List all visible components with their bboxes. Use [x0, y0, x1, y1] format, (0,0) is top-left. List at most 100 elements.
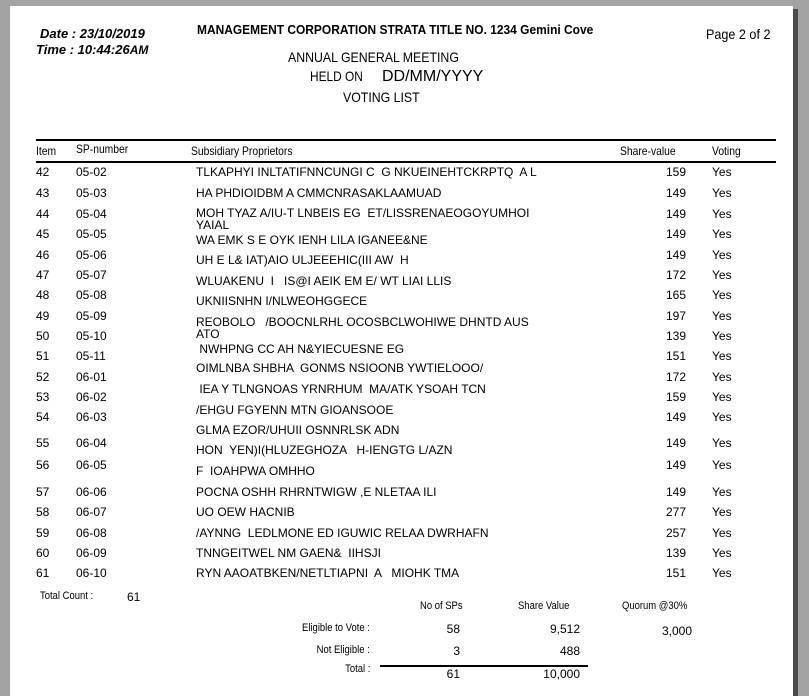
summary-header-sps: No of SPs	[420, 600, 470, 612]
cell-item: 54	[36, 410, 50, 424]
eligible-label-text: Eligible to Vote :	[302, 622, 370, 634]
column-header-text: Subsidiary Proprietors	[191, 144, 293, 158]
cell-proprietor: WA EMK S E OYK IENH LILA IGANEE&NE	[196, 233, 428, 247]
cell-share-value: 149	[665, 186, 686, 200]
cell-voting: Yes	[712, 436, 732, 450]
total-sps: 61	[446, 667, 460, 681]
table-header-rule	[36, 161, 776, 163]
page-info-text: Page 2 of 2	[706, 26, 771, 42]
cell-share-value: 172	[665, 370, 686, 384]
cell-proprietor: OIMLNBA SHBHA GONMS NSIOONB YWTIELOOO/	[196, 361, 484, 375]
cell-voting: Yes	[712, 546, 732, 560]
total-label-text: Total :	[344, 663, 370, 675]
cell-voting: Yes	[712, 485, 732, 499]
cell-proprietor: F IOAHPWA OMHHO	[196, 464, 315, 478]
cell-share-value: 172	[665, 268, 686, 282]
cell-voting: Yes	[712, 207, 732, 221]
cell-sp-number: 05-07	[76, 268, 107, 282]
cell-sp-number: 06-06	[76, 485, 107, 499]
cell-sp-number: 06-01	[76, 370, 107, 384]
cell-share-value: 197	[665, 309, 686, 323]
cell-item: 52	[36, 370, 50, 384]
cell-sp-number: 05-09	[76, 309, 107, 323]
cell-share-value: 165	[665, 288, 686, 302]
corporation-title-text: MANAGEMENT CORPORATION STRATA TITLE NO. …	[197, 22, 594, 37]
meeting-title-text: ANNUAL GENERAL MEETING	[288, 49, 459, 65]
eligible-share: 9,512	[549, 622, 580, 636]
not-eligible-label: Not Eligible :	[210, 644, 370, 656]
cell-sp-number: 05-04	[76, 207, 107, 221]
cell-proprietor: GLMA EZOR/UHUII OSNNRLSK ADN	[196, 423, 400, 437]
cell-proprietor: HA PHDIOIDBM A CMMCNRASAKLAAMUAD	[196, 186, 442, 200]
cell-item: 55	[36, 436, 50, 450]
report-time: Time : 10:44:26AM	[36, 42, 148, 57]
cell-sp-number: 05-10	[76, 329, 107, 343]
table-top-rule	[36, 139, 776, 141]
cell-share-value: 257	[665, 526, 686, 540]
cell-voting: Yes	[712, 349, 732, 363]
cell-proprietor: /AYNNG LEDLMONE ED IGUWIC RELAA DWRHAFN	[196, 526, 489, 540]
cell-share-value: 149	[665, 485, 686, 499]
cell-sp-number: 05-06	[76, 248, 107, 262]
cell-sp-number: 06-02	[76, 390, 107, 404]
cell-share-value: 277	[665, 505, 686, 519]
cell-share-value: 159	[665, 390, 686, 404]
cell-item: 60	[36, 546, 50, 560]
voting-list-title-text: VOTING LIST	[343, 89, 420, 105]
time-value: Time : 10:44:26	[36, 42, 130, 57]
cell-item: 61	[36, 566, 50, 580]
total-rule	[380, 665, 588, 667]
not-eligible-share: 488	[559, 644, 580, 658]
cell-item: 57	[36, 485, 50, 499]
cell-share-value: 139	[665, 329, 686, 343]
column-header-text: Voting	[712, 144, 741, 158]
cell-sp-number: 05-05	[76, 227, 107, 241]
cell-voting: Yes	[712, 268, 732, 282]
cell-share-value: 159	[665, 165, 686, 179]
cell-voting: Yes	[712, 186, 732, 200]
cell-item: 53	[36, 390, 50, 404]
not-eligible-label-text: Not Eligible :	[316, 644, 370, 656]
summary-header-text: Share Value	[518, 600, 570, 612]
total-count-label-text: Total Count :	[40, 590, 94, 602]
cell-sp-number: 05-02	[76, 165, 107, 179]
report-date: Date : 23/10/2019	[40, 26, 145, 41]
cell-share-value: 149	[665, 458, 686, 472]
held-on-date: DD/MM/YYYY	[382, 68, 484, 85]
cell-proprietor: /EHGU FGYENN MTN GIOANSOOE	[196, 403, 394, 417]
cell-item: 58	[36, 505, 50, 519]
column-header-sp-number: SP-number	[76, 142, 137, 156]
cell-voting: Yes	[712, 390, 732, 404]
cell-sp-number: 06-10	[76, 566, 107, 580]
cell-item: 45	[36, 227, 50, 241]
cell-proprietor: MOH TYAZ A/IU-T LNBEIS EG ET/LISSRENAEOG…	[196, 206, 530, 220]
cell-share-value: 149	[665, 248, 686, 262]
column-header-proprietors: Subsidiary Proprietors	[191, 144, 309, 158]
page-info: Page 2 of 2	[706, 26, 778, 42]
cell-voting: Yes	[712, 410, 732, 424]
cell-item: 49	[36, 309, 50, 323]
summary-header-text: Quorum @30%	[622, 600, 688, 612]
cell-proprietor: RYN AAOATBKEN/NETLTIAPNI A MIOHK TMA	[196, 566, 460, 580]
cell-proprietor: UO OEW HACNIB	[196, 505, 295, 519]
cell-proprietor: TNNGEITWEL NM GAEN& IIHSJI	[196, 546, 381, 560]
cell-proprietor: NWHPNG CC AH N&YIECUESNE EG	[196, 342, 405, 356]
corporation-title: MANAGEMENT CORPORATION STRATA TITLE NO. …	[197, 22, 628, 37]
column-header-voting: Voting	[712, 144, 745, 158]
cell-proprietor: UH E L& IAT)AIO ULJEEEHIC(III AW H	[196, 253, 409, 267]
cell-proprietor: IEA Y TLNGNOAS YRNRHUM MA/ATK YSOAH TCN	[196, 382, 486, 396]
cell-sp-number: 05-11	[76, 349, 106, 363]
not-eligible-sps: 3	[453, 644, 460, 658]
cell-share-value: 149	[665, 227, 686, 241]
cell-sp-number: 06-04	[76, 436, 107, 450]
cell-item: 43	[36, 186, 50, 200]
cell-sp-number: 05-03	[76, 186, 107, 200]
cell-proprietor: WLUAKENU I IS@I AEIK EM E/ WT LIAI LLIS	[196, 274, 452, 288]
cell-voting: Yes	[712, 329, 732, 343]
cell-share-value: 139	[665, 546, 686, 560]
cell-proprietor: REOBOLO /BOOCNLRHL OCOSBCLWOHIWE DHNTD A…	[196, 315, 529, 329]
cell-sp-number: 06-08	[76, 526, 107, 540]
cell-sp-number: 06-03	[76, 410, 107, 424]
cell-proprietor: POCNA OSHH RHRNTWIGW ,E NLETAA ILI	[196, 485, 437, 499]
cell-item: 47	[36, 268, 50, 282]
